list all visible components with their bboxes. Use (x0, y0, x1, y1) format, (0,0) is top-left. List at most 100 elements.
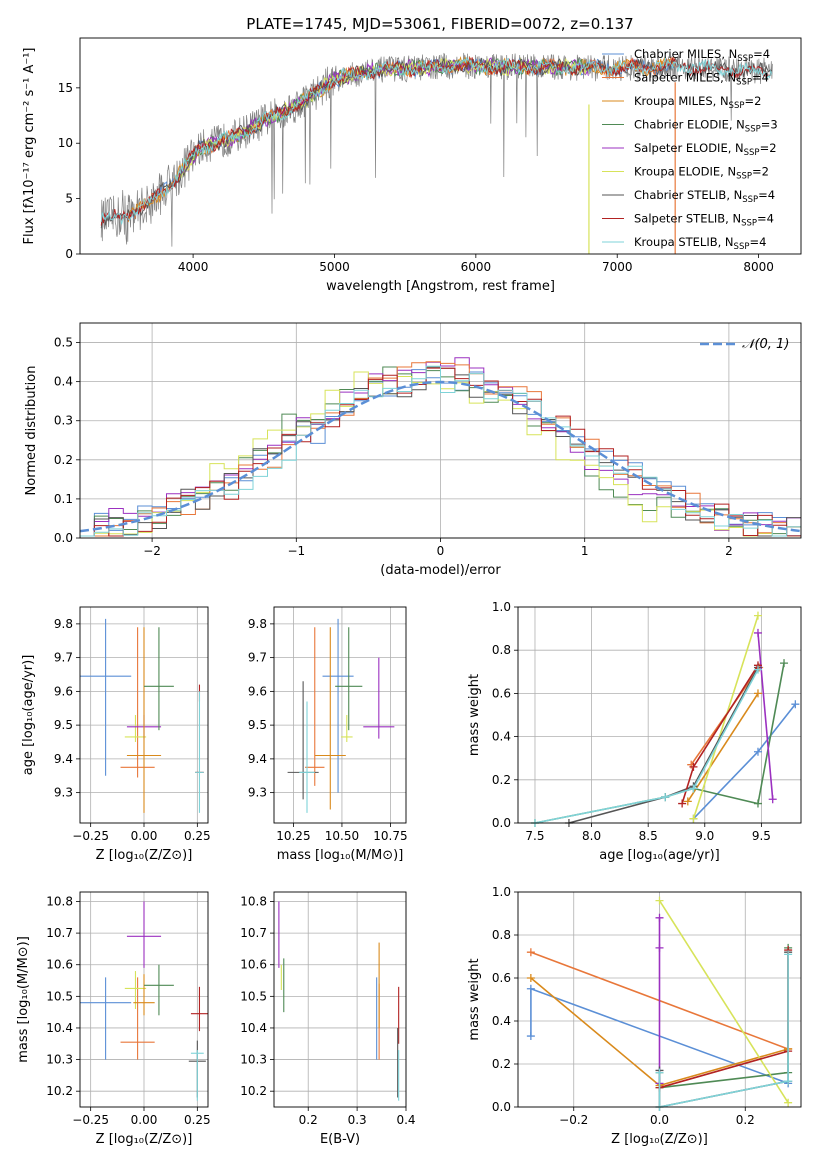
legend-entry: Salpeter MILES, NSSP=4 (634, 71, 769, 88)
x-tick-label: 0.0 (650, 1113, 669, 1127)
weight-series-line (568, 667, 759, 824)
weight-series-line (687, 692, 759, 802)
weight-series-line (658, 900, 789, 1104)
y-tick-label: 10.8 (46, 894, 73, 908)
spectrum-model-chabrier-elodie (178, 57, 589, 176)
y-tick-label: 10.7 (240, 926, 267, 940)
x-axis-label: mass [log₁₀(M/M⊙)] (277, 848, 404, 863)
legend-entry: Kroupa ELODIE, NSSP=2 (634, 165, 769, 182)
x-axis-label: age [log₁₀(age/yr)] (599, 848, 720, 863)
x-tick-label: 10.75 (373, 829, 407, 843)
x-tick-label: −1 (287, 544, 305, 558)
ebv-vs-mass-panel: 0.2 0.3 0.4 10.2 10.3 10.4 10.5 10.6 10.7 10.8 E(B… (240, 891, 416, 1147)
x-tick-label: 7000 (602, 260, 633, 274)
x-axis-label: E(B-V) (320, 1132, 360, 1147)
legend-entry: Salpeter STELIB, NSSP=4 (634, 212, 774, 229)
x-tick-label: 5000 (319, 260, 350, 274)
y-tick-label: 9.7 (248, 651, 267, 665)
x-tick-label: 0.3 (348, 1113, 367, 1127)
y-axis-label: mass [log₁₀(M/M⊙)] (16, 936, 31, 1063)
y-tick-label: 9.8 (248, 617, 267, 631)
histogram-step-line (80, 365, 801, 538)
figure-title: PLATE=1745, MJD=53061, FIBERID=0072, z=0… (246, 15, 633, 33)
y-tick-label: 10.6 (240, 958, 267, 972)
plus-marker (689, 814, 698, 823)
axes-frame (79, 37, 802, 255)
plus-marker (784, 1077, 793, 1086)
legend-entry: Kroupa STELIB, NSSP=4 (634, 235, 766, 252)
x-tick-label: 10.25 (276, 829, 310, 843)
x-tick-label: 2 (725, 544, 733, 558)
z-vs-age-panel: −0.25 0.00 0.25 9.3 9.4 9.5 9.6 9.7 9.8 Z [log₁₀(… (21, 606, 211, 863)
x-axis-label: wavelength [Angstrom, rest frame] (326, 279, 555, 294)
y-tick-label: 10.5 (46, 989, 73, 1003)
y-tick-label: 10.3 (240, 1053, 267, 1067)
x-tick-label: −2 (143, 544, 161, 558)
weight-series-line (534, 669, 759, 824)
plus-marker (689, 784, 698, 793)
x-tick-label: 7.5 (525, 829, 544, 843)
spectrum-model-kroupa-stelib (100, 56, 773, 225)
y-tick-label: 10.6 (46, 958, 73, 972)
plus-marker (683, 797, 692, 806)
legend-entry: Chabrier ELODIE, NSSP=3 (634, 118, 778, 135)
y-tick-label: 0.0 (54, 531, 73, 545)
plus-marker (678, 799, 687, 808)
plus-marker (526, 984, 535, 993)
x-tick-label: 0.2 (736, 1113, 755, 1127)
age-weights-panel: 7.5 8.0 8.5 9.0 9.5 0.0 0.2 0.4 0.6 0.8 1.0 age [lo… (467, 600, 802, 863)
y-tick-label: 1.0 (492, 885, 511, 899)
x-tick-label: 9.5 (752, 829, 771, 843)
weight-series-line (757, 632, 774, 800)
plus-marker (526, 974, 535, 982)
plus-marker (753, 799, 762, 808)
y-tick-label: 9.6 (54, 684, 73, 698)
y-tick-label: 0.8 (492, 643, 511, 657)
z-vs-mass-panel: −0.25 0.00 0.25 10.2 10.3 10.4 10.5 10.6 10.7 10.… (16, 891, 211, 1147)
x-tick-label: 9.0 (695, 829, 714, 843)
x-axis-label: Z [log₁₀(Z/Z⊙)] (96, 848, 193, 863)
x-tick-label: 0.00 (131, 829, 158, 843)
y-tick-label: 0.0 (492, 816, 511, 830)
y-tick-label: 0.1 (54, 492, 73, 506)
plus-marker (661, 793, 670, 802)
x-tick-label: −0.2 (559, 1113, 588, 1127)
y-tick-label: 9.7 (54, 651, 73, 665)
y-tick-label: 0.3 (54, 414, 73, 428)
x-tick-label: 0 (437, 544, 445, 558)
x-tick-label: 0.2 (299, 1113, 318, 1127)
y-tick-label: 9.4 (248, 752, 267, 766)
x-tick-label: 8.0 (582, 829, 601, 843)
x-tick-label: 10.50 (325, 829, 359, 843)
x-tick-label: 1 (581, 544, 589, 558)
plus-marker (753, 628, 762, 637)
y-tick-label: 9.5 (54, 718, 73, 732)
y-tick-label: 10.2 (240, 1084, 267, 1098)
plus-marker (753, 665, 762, 674)
plus-marker (780, 659, 789, 668)
y-tick-label: 10.7 (46, 926, 73, 940)
x-axis-label: (data-model)/error (380, 563, 501, 578)
axes-frame (273, 891, 407, 1108)
y-tick-label: 10.2 (46, 1084, 73, 1098)
spectrum-panel: 4000 5000 6000 7000 8000 0 5 10 15 wavelength [An… (22, 37, 802, 294)
y-tick-label: 10.8 (240, 894, 267, 908)
axes-frame (517, 606, 802, 824)
y-tick-label: 9.6 (248, 684, 267, 698)
plus-marker (753, 689, 762, 698)
residuals-panel: −2 −1 0 1 2 0.0 0.1 0.2 0.3 0.4 0.5 (data-model)/er… (24, 322, 802, 578)
plus-marker (655, 943, 664, 952)
legend-entry: 𝒩(0, 1) (742, 337, 789, 352)
y-tick-label: 5 (65, 192, 73, 206)
plus-marker (753, 747, 762, 756)
spectrum-model-salpeter-elodie (178, 57, 589, 178)
y-axis-label: age [log₁₀(age/yr)] (21, 655, 36, 776)
y-tick-label: 0.8 (492, 928, 511, 942)
legend-entry: Salpeter ELODIE, NSSP=2 (634, 141, 777, 158)
y-tick-label: 0 (65, 247, 73, 261)
normal-curve (80, 380, 801, 533)
x-tick-label: 0.25 (184, 829, 211, 843)
plus-marker (655, 896, 664, 905)
axes-frame (79, 891, 209, 1108)
